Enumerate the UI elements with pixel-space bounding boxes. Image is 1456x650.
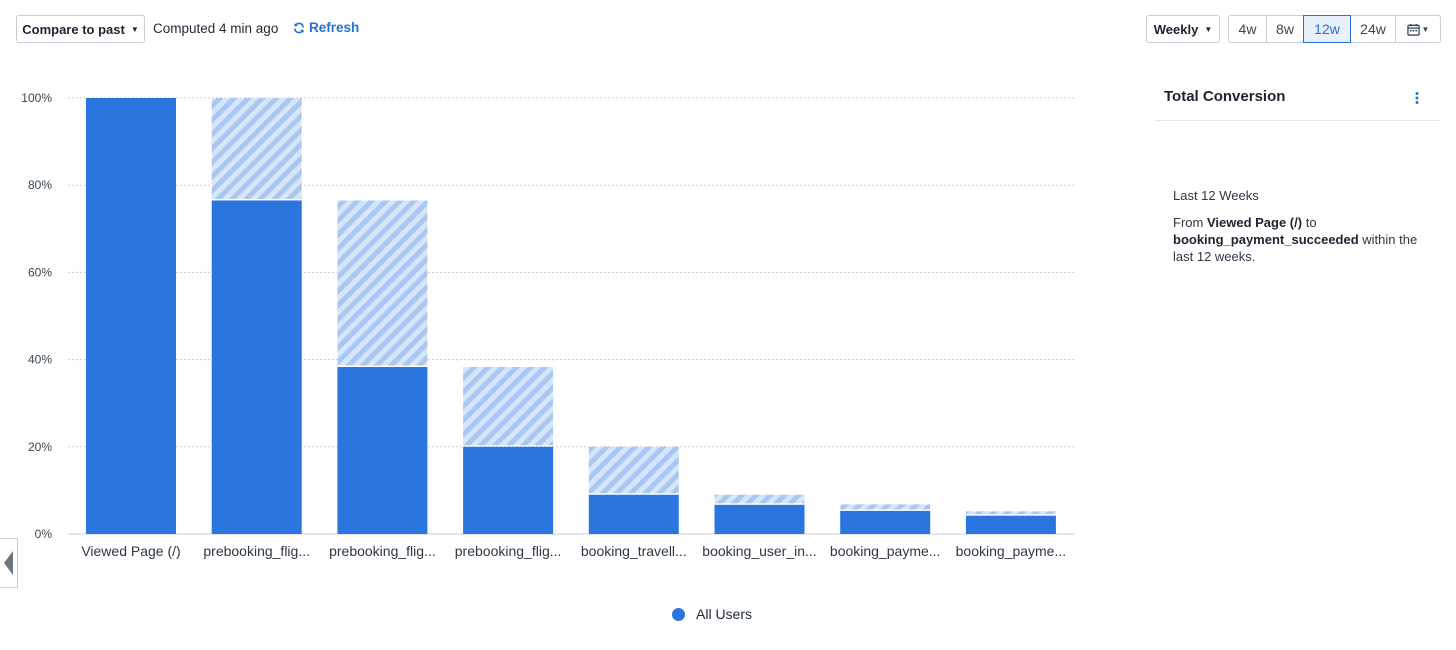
bar-converted[interactable] [588, 494, 679, 534]
computed-status: Computed 4 min ago [153, 21, 279, 36]
bar-dropoff[interactable] [840, 504, 931, 510]
chevron-left-icon [4, 551, 13, 575]
refresh-label: Refresh [309, 20, 360, 35]
bar-converted[interactable] [86, 98, 176, 534]
y-tick-label: 100% [21, 91, 52, 105]
panel-divider [1155, 120, 1440, 121]
bar-converted[interactable] [337, 367, 428, 534]
calendar-icon [1406, 23, 1420, 36]
y-tick-label: 60% [28, 265, 52, 279]
more-options-icon[interactable] [1410, 91, 1424, 105]
bar-converted[interactable] [965, 515, 1056, 534]
chevron-down-icon: ▼ [130, 24, 139, 34]
bar-dropoff[interactable] [211, 98, 302, 199]
desc-to: to [1302, 215, 1317, 230]
x-tick-label: booking_user_in... [702, 543, 816, 559]
bar-dropoff[interactable] [463, 367, 554, 446]
panel-description: From Viewed Page (/) to booking_payment_… [1173, 214, 1435, 265]
collapse-panel-tab[interactable] [0, 538, 18, 588]
bar-converted[interactable] [463, 446, 554, 534]
y-tick-label: 40% [28, 353, 52, 367]
chevron-down-icon: ▼ [1421, 24, 1430, 34]
compare-label: Compare to past [22, 21, 125, 37]
x-tick-label: prebooking_flig... [203, 543, 310, 559]
desc-from: From [1173, 215, 1207, 230]
y-tick-label: 80% [28, 178, 52, 192]
x-tick-label: booking_payme... [956, 543, 1067, 559]
interval-dropdown[interactable]: Weekly ▼ [1146, 15, 1220, 43]
bar-dropoff[interactable] [965, 511, 1056, 515]
range-8w[interactable]: 8w [1266, 15, 1304, 43]
refresh-button[interactable]: Refresh [293, 20, 359, 35]
chevron-down-icon: ▼ [1204, 24, 1213, 34]
bar-converted[interactable] [211, 200, 302, 534]
date-range-selector: 4w 8w 12w 24w ▼ [1228, 15, 1441, 43]
bar-dropoff[interactable] [714, 494, 805, 504]
bar-dropoff[interactable] [588, 446, 679, 494]
funnel-chart: 0% 20% 40% 60% 80% 100% Viewed Page (/) prebook… [21, 91, 1075, 559]
legend-marker-all-users [672, 607, 685, 621]
custom-date-range-button[interactable]: ▼ [1395, 15, 1441, 43]
range-24w[interactable]: 24w [1350, 15, 1396, 43]
panel-period: Last 12 Weeks [1173, 188, 1259, 203]
compare-to-past-dropdown[interactable]: Compare to past ▼ [16, 15, 145, 43]
y-tick-label: 20% [28, 440, 52, 454]
chart-legend: All Users [672, 606, 752, 622]
desc-tail: within the last 12 weeks. [1173, 232, 1418, 264]
x-tick-label: Viewed Page (/) [81, 543, 180, 559]
legend-label-all-users[interactable]: All Users [696, 606, 753, 622]
refresh-icon [294, 22, 304, 33]
bar-converted[interactable] [840, 510, 931, 534]
x-tick-label: booking_payme... [830, 543, 941, 559]
bar-converted[interactable] [714, 504, 805, 534]
interval-label: Weekly [1153, 21, 1199, 37]
x-tick-label: booking_travell... [581, 543, 687, 559]
range-4w[interactable]: 4w [1228, 15, 1267, 43]
range-12w[interactable]: 12w [1303, 15, 1351, 43]
desc-end-event: booking_payment_succeeded [1173, 232, 1359, 247]
panel-title: Total Conversion [1164, 88, 1286, 105]
x-tick-label: prebooking_flig... [455, 543, 562, 559]
desc-start-event: Viewed Page (/) [1206, 215, 1303, 230]
y-tick-label: 0% [35, 527, 53, 541]
bar-dropoff[interactable] [337, 200, 428, 366]
x-tick-label: prebooking_flig... [329, 543, 436, 559]
